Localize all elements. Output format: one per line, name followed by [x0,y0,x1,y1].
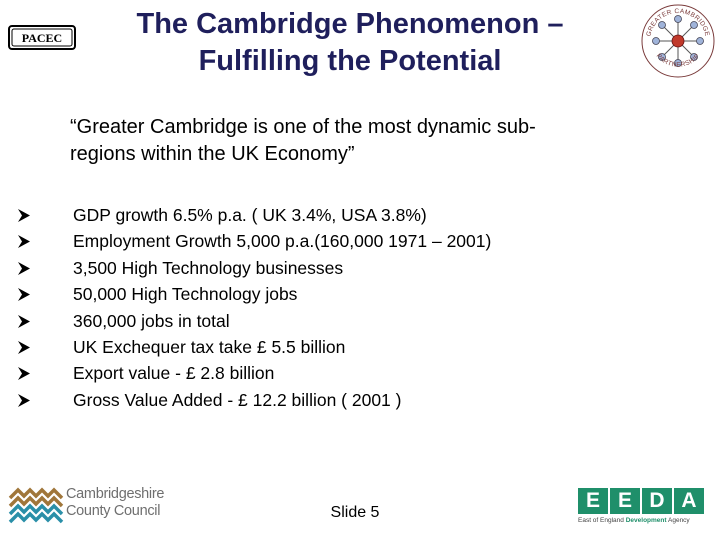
ccc-line-2: County Council [66,503,161,519]
quote-line-1: “Greater Cambridge is one of the most dy… [70,116,536,138]
bullet-item: GDP growth 6.5% p.a. ( UK 3.4%, USA 3.8%… [18,202,698,228]
eeda-sub-bold: Development [625,517,667,524]
arrow-bullet-icon [18,261,30,275]
bullet-item: 3,500 High Technology businesses [18,255,698,281]
eeda-tile: E [578,488,608,514]
arrow-bullet-icon [18,393,30,407]
bullet-text: Gross Value Added - £ 12.2 billion ( 200… [73,389,402,410]
bullet-item: Gross Value Added - £ 12.2 billion ( 200… [18,387,698,413]
bullet-text: 3,500 High Technology businesses [73,257,344,278]
pacec-logo: PACEC [8,25,76,50]
ccc-logo-text: Cambridgeshire County Council [66,486,164,520]
eeda-tile: D [642,488,672,514]
quote-text: “Greater Cambridge is one of the most dy… [70,114,690,168]
slide-number: Slide 5 [330,504,380,521]
arrow-bullet-icon [18,235,30,249]
slide-title: The Cambridge Phenomenon – Fulfilling th… [100,6,600,80]
greater-cambridge-partnership-logo: GREATER CAMBRIDGE PARTNERSHIP [640,3,716,79]
ccc-line-1: Cambridgeshire [66,486,165,502]
title-line-2: Fulfilling the Potential [198,45,502,77]
eeda-sub-right: Agency [668,517,690,524]
bullet-text: UK Exchequer tax take £ 5.5 billion [73,336,346,357]
bullet-text: 50,000 High Technology jobs [73,284,298,305]
ccc-wave-icon [8,487,64,524]
arrow-bullet-icon [18,340,30,354]
bullet-text: Export value - £ 2.8 billion [73,363,275,384]
eeda-sub-left: East of England [578,517,624,524]
arrow-bullet-icon [18,288,30,302]
bullet-text: 360,000 jobs in total [73,310,230,331]
eeda-tile: A [674,488,704,514]
bullet-text: GDP growth 6.5% p.a. ( UK 3.4%, USA 3.8%… [73,205,427,225]
bullet-item: UK Exchequer tax take £ 5.5 billion [18,334,698,360]
cambridgeshire-county-council-logo: Cambridgeshire County Council [8,484,178,526]
bullet-item: Export value - £ 2.8 billion [18,360,698,386]
bullet-item: 360,000 jobs in total [18,308,698,334]
bullet-item: 50,000 High Technology jobs [18,281,698,307]
pacec-logo-text: PACEC [22,31,62,45]
arrow-bullet-icon [18,209,30,222]
bullet-list: GDP growth 6.5% p.a. ( UK 3.4%, USA 3.8%… [18,202,698,413]
arrow-bullet-icon [18,367,30,381]
bullet-text: Employment Growth 5,000 p.a.(160,000 197… [73,231,492,252]
eeda-logo: E E D A East of England Development Agen… [578,488,704,528]
eeda-tile: E [610,488,640,514]
quote-line-2: regions within the UK Economy” [70,143,355,165]
eeda-letter-tiles: E E D A [578,488,704,514]
bullet-item: Employment Growth 5,000 p.a.(160,000 197… [18,228,698,254]
arrow-bullet-icon [18,314,30,328]
title-line-1: The Cambridge Phenomenon – [136,8,564,40]
eeda-subtitle: East of England Development Agency [578,517,706,525]
